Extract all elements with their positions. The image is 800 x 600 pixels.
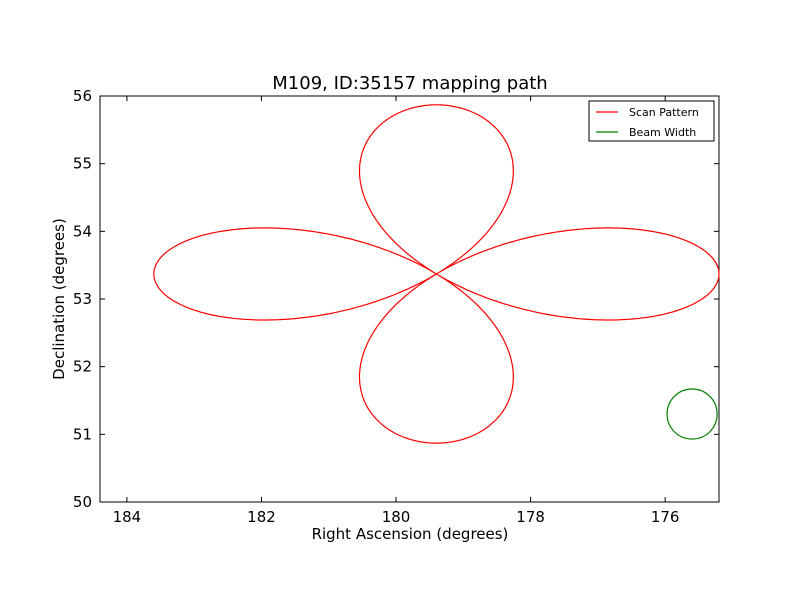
series-line-beam-width [666, 388, 718, 440]
x-tick-label: 182 [247, 508, 276, 526]
x-tick-label: 176 [651, 508, 680, 526]
y-axis-label: Declination (degrees) [50, 218, 68, 380]
tick-group: 184 182 180 178 176 50 51 52 53 54 55 56 [73, 87, 719, 526]
x-axis-label: Right Ascension (degrees) [312, 525, 509, 543]
y-tick-label: 53 [73, 290, 92, 308]
x-tick-label: 180 [382, 508, 411, 526]
legend-label-scan-pattern: Scan Pattern [629, 106, 699, 119]
y-tick-label: 56 [73, 87, 92, 105]
series-group [153, 104, 720, 444]
legend-label-beam-width: Beam Width [629, 126, 696, 139]
series-line-scan-pattern [153, 104, 720, 444]
y-tick-label: 55 [73, 155, 92, 173]
x-tick-label: 184 [113, 508, 142, 526]
y-tick-label: 52 [73, 358, 92, 376]
y-tick-label: 51 [73, 425, 92, 443]
y-tick-label: 54 [73, 222, 92, 240]
legend-box [588, 100, 715, 142]
chart-title: M109, ID:35157 mapping path [272, 73, 547, 94]
y-tick-label: 50 [73, 493, 92, 511]
legend: Scan Pattern Beam Width [588, 100, 715, 142]
x-tick-label: 178 [516, 508, 545, 526]
plot-area [99, 95, 720, 503]
